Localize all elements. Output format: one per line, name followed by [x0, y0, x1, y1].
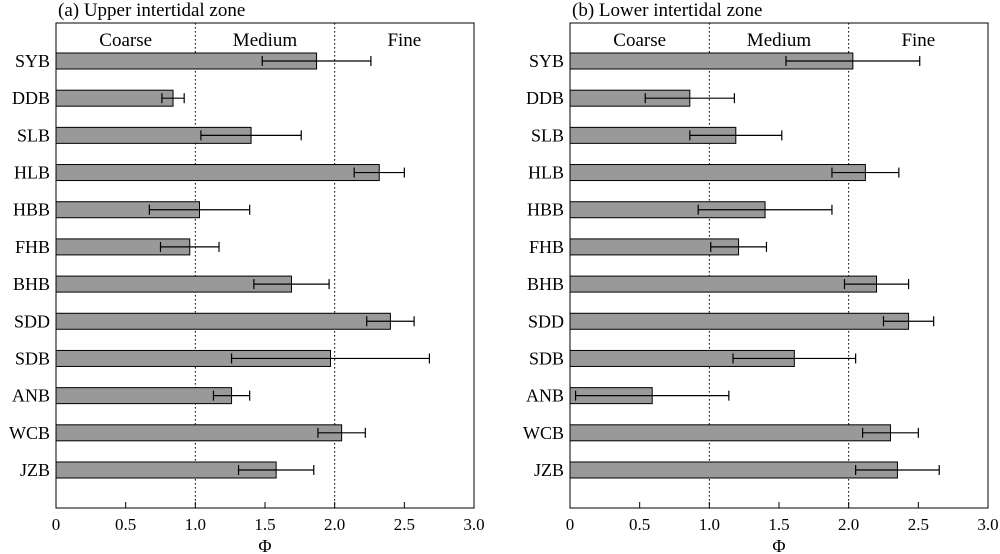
bar-wcb [569, 424, 891, 442]
bar-hlb [55, 164, 380, 182]
category-label-sdd: SDD [528, 311, 564, 331]
category-label-jzb: JZB [20, 460, 50, 480]
bar-sdd [55, 312, 391, 330]
panel-upper-intertidal: (a) Upper intertidal zone Coarse Medium Fin… [9, 0, 485, 554]
category-label-slb: SLB [531, 125, 564, 145]
zone-label-coarse: Coarse [613, 30, 666, 51]
category-label-hbb: HBB [527, 200, 564, 220]
x-tick-label: 3.0 [463, 515, 484, 534]
panel-title: (a) Upper intertidal zone [58, 0, 245, 21]
x-tick-label: 1.0 [185, 515, 206, 534]
category-label-ddb: DDB [12, 88, 50, 108]
category-label-hlb: HLB [14, 163, 50, 183]
x-tick-label: 1.5 [768, 515, 789, 534]
category-label-slb: SLB [17, 125, 50, 145]
bar-ddb [55, 89, 174, 107]
x-tick-label: 2.5 [394, 515, 415, 534]
category-label-fhb: FHB [529, 237, 564, 257]
category-label-hbb: HBB [13, 200, 50, 220]
category-label-wcb: WCB [9, 423, 50, 443]
category-label-jzb: JZB [534, 460, 564, 480]
bar-anb [55, 387, 233, 405]
zone-label-fine: Fine [901, 30, 935, 51]
x-axis-label: Φ [772, 536, 785, 554]
x-tick-label: 3.0 [977, 515, 998, 534]
category-label-fhb: FHB [15, 237, 50, 257]
x-tick-label: 2.0 [324, 515, 345, 534]
x-tick-label: 0 [566, 515, 575, 534]
panel-lower-intertidal: (b) Lower intertidal zone Coarse Medium Fin… [523, 0, 999, 554]
zone-label-medium: Medium [233, 30, 298, 51]
x-tick-label: 1.0 [699, 515, 720, 534]
category-label-anb: ANB [526, 386, 564, 406]
category-label-bhb: BHB [527, 274, 564, 294]
x-tick-label: 2.5 [908, 515, 929, 534]
x-tick-label: 0.5 [629, 515, 650, 534]
plot-frame [55, 22, 475, 509]
x-tick-label: 0.5 [115, 515, 136, 534]
zone-label-coarse: Coarse [99, 30, 152, 51]
bar-bhb [569, 275, 878, 293]
category-label-sdd: SDD [14, 311, 50, 331]
category-label-sdb: SDB [15, 348, 50, 368]
bar-hlb [569, 164, 866, 182]
zone-label-medium: Medium [747, 30, 812, 51]
zone-label-fine: Fine [387, 30, 421, 51]
category-label-anb: ANB [12, 386, 50, 406]
bar-sdd [569, 312, 910, 330]
x-tick-label: 0 [52, 515, 61, 534]
category-label-bhb: BHB [13, 274, 50, 294]
panel-title: (b) Lower intertidal zone [572, 0, 762, 21]
bar-wcb [55, 424, 343, 442]
category-label-wcb: WCB [523, 423, 564, 443]
x-tick-label: 1.5 [254, 515, 275, 534]
bar-jzb [569, 461, 898, 479]
x-axis-label: Φ [258, 536, 271, 554]
category-label-syb: SYB [15, 51, 50, 71]
plot-frame [569, 22, 989, 509]
category-label-sdb: SDB [529, 348, 564, 368]
category-label-syb: SYB [529, 51, 564, 71]
category-label-hlb: HLB [528, 163, 564, 183]
x-tick-label: 2.0 [838, 515, 859, 534]
category-label-ddb: DDB [526, 88, 564, 108]
